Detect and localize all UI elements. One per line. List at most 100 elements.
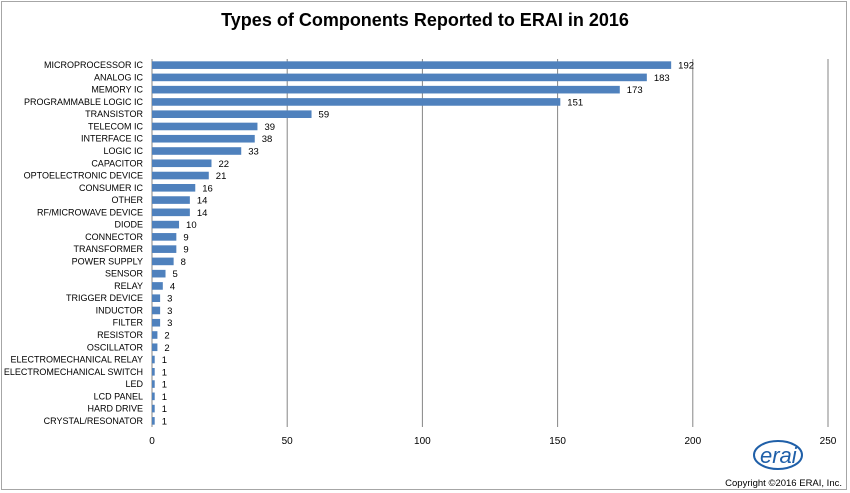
bar <box>152 134 255 143</box>
bar <box>152 147 242 155</box>
bar <box>152 171 209 180</box>
category-label: TRANSFORMER <box>74 244 144 254</box>
value-label: 3 <box>167 318 172 329</box>
bar <box>152 257 174 266</box>
category-label: FILTER <box>113 318 144 328</box>
value-label: 1 <box>162 404 167 415</box>
bar <box>152 61 672 69</box>
value-label: 183 <box>654 73 670 84</box>
bar <box>152 392 155 401</box>
bar <box>152 196 190 204</box>
bar <box>152 367 155 376</box>
category-label: ELECTROMECHANICAL SWITCH <box>4 367 143 377</box>
value-label: 22 <box>218 159 229 170</box>
category-label: RELAY <box>114 281 143 291</box>
value-label: 14 <box>197 208 208 219</box>
value-label: 2 <box>164 343 169 354</box>
bar <box>152 183 196 192</box>
category-label: CONSUMER IC <box>79 183 144 193</box>
value-label: 1 <box>162 416 167 427</box>
value-label: 151 <box>567 97 583 108</box>
value-label: 14 <box>197 196 208 207</box>
bar <box>152 306 161 315</box>
category-label: TRIGGER DEVICE <box>66 293 143 303</box>
category-label: POWER SUPPLY <box>72 256 143 266</box>
value-label: 1 <box>162 355 167 366</box>
category-label: TRANSISTOR <box>85 109 143 119</box>
bar <box>152 269 166 278</box>
category-label: CONNECTOR <box>85 232 143 242</box>
bar <box>152 417 155 425</box>
category-label: MEMORY IC <box>91 85 143 95</box>
x-tick-label: 0 <box>149 436 155 447</box>
value-label: 5 <box>173 269 178 280</box>
x-tick-label: 150 <box>549 436 566 447</box>
bar <box>152 159 212 168</box>
value-label: 1 <box>162 392 167 403</box>
category-label: LCD PANEL <box>94 391 143 401</box>
erai-logo: erai <box>753 440 803 470</box>
bar <box>152 294 161 303</box>
category-label: CAPACITOR <box>91 158 143 168</box>
value-label: 2 <box>164 331 169 342</box>
value-label: 33 <box>248 147 259 158</box>
bar <box>152 208 190 217</box>
value-label: 9 <box>183 232 188 243</box>
value-label: 1 <box>162 380 167 391</box>
x-tick-label: 50 <box>282 436 294 447</box>
bar <box>152 331 158 339</box>
category-label: OSCILLATOR <box>87 342 144 352</box>
bar <box>152 380 155 388</box>
bar <box>152 122 258 131</box>
value-label: 3 <box>167 294 172 305</box>
value-label: 1 <box>162 367 167 378</box>
category-label: SENSOR <box>105 269 144 279</box>
value-label: 21 <box>216 171 227 182</box>
x-tick-label: 100 <box>414 436 431 447</box>
bar <box>152 220 180 229</box>
category-label: PROGRAMMABLE LOGIC IC <box>24 97 144 107</box>
bar <box>152 233 177 241</box>
bar <box>152 318 161 327</box>
value-label: 8 <box>181 257 186 268</box>
category-label: RESISTOR <box>97 330 143 340</box>
value-label: 39 <box>264 122 275 133</box>
chart-title: Types of Components Reported to ERAI in … <box>221 10 629 30</box>
bar <box>152 282 163 290</box>
category-label: OPTOELECTRONIC DEVICE <box>24 171 143 181</box>
value-label: 10 <box>186 220 197 231</box>
category-label: DIODE <box>114 220 143 230</box>
value-label: 4 <box>170 281 175 292</box>
bar <box>152 73 647 82</box>
category-label: ELECTROMECHANICAL RELAY <box>10 355 143 365</box>
value-label: 59 <box>319 110 330 121</box>
logo-text: erai <box>760 443 798 468</box>
x-tick-label: 250 <box>820 436 837 447</box>
value-label: 3 <box>167 306 172 317</box>
bar <box>152 85 620 94</box>
value-label: 16 <box>202 183 213 194</box>
value-label: 9 <box>183 245 188 256</box>
x-tick-label: 200 <box>684 436 701 447</box>
category-label: CRYSTAL/RESONATOR <box>44 416 144 426</box>
category-label: TELECOM IC <box>88 121 144 131</box>
copyright-text: Copyright ©2016 ERAI, Inc. <box>725 478 842 489</box>
bar <box>152 343 158 352</box>
bar <box>152 110 312 119</box>
bar <box>152 404 155 413</box>
bar <box>152 98 561 106</box>
value-label: 192 <box>678 61 694 72</box>
category-label: MICROPROCESSOR IC <box>44 60 144 70</box>
bar <box>152 355 155 364</box>
value-label: 38 <box>262 134 273 145</box>
category-label: HARD DRIVE <box>87 404 143 414</box>
category-label: OTHER <box>112 195 144 205</box>
category-label: LED <box>125 379 143 389</box>
category-label: LOGIC IC <box>103 146 143 156</box>
value-label: 173 <box>627 85 643 96</box>
category-label: ANALOG IC <box>94 72 144 82</box>
category-label: RF/MICROWAVE DEVICE <box>37 207 143 217</box>
bar <box>152 245 177 253</box>
